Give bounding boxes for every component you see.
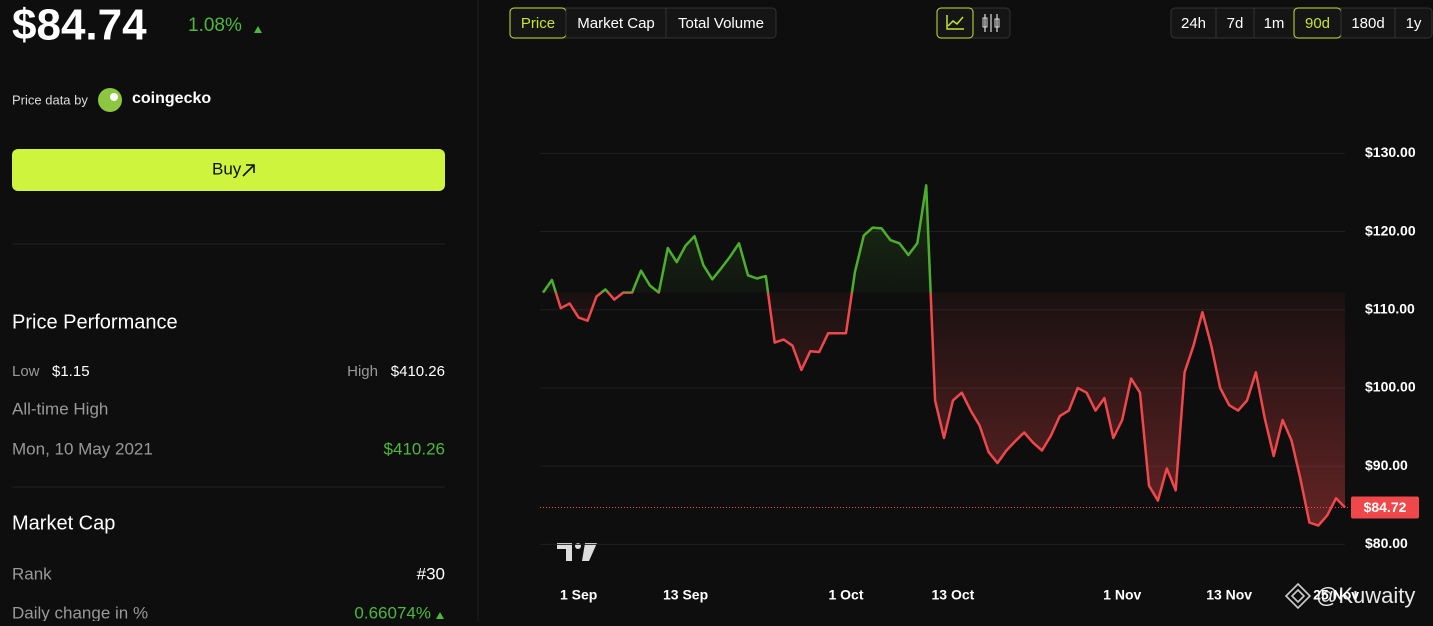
price-line bbox=[541, 184, 1346, 527]
x-tick-label: 13 Oct bbox=[932, 587, 975, 603]
value: #30 bbox=[417, 564, 445, 583]
label: Daily change in % bbox=[12, 603, 148, 621]
buy-icon bbox=[242, 164, 255, 177]
candle-icon[interactable] bbox=[984, 14, 998, 32]
button-label[interactable]: 1y bbox=[1406, 15, 1422, 32]
area bbox=[543, 185, 1345, 526]
buy-label[interactable]: Buy bbox=[212, 159, 242, 178]
y-tick-label: $110.00 bbox=[1365, 300, 1415, 316]
candle-icon bbox=[982, 17, 988, 28]
line-toggle[interactable] bbox=[936, 7, 974, 39]
watermark-logo bbox=[1284, 582, 1312, 610]
button-label[interactable]: 1m bbox=[1264, 15, 1285, 32]
button-label[interactable]: Price bbox=[521, 15, 555, 32]
section-title: Market Cap bbox=[12, 512, 115, 534]
button-label[interactable]: 7d bbox=[1227, 15, 1244, 32]
buy-bg[interactable] bbox=[12, 149, 445, 191]
label: Mon, 10 May 2021 bbox=[12, 439, 153, 458]
y-tick-label: $130.00 bbox=[1365, 144, 1416, 160]
price-change: 1.08% bbox=[188, 15, 242, 36]
value: $410.26 bbox=[384, 439, 445, 458]
up-arrow bbox=[254, 26, 262, 33]
button-label[interactable]: Market Cap bbox=[577, 15, 655, 32]
y-tick-label: $120.00 bbox=[1365, 222, 1416, 238]
value: $1.15 bbox=[52, 363, 90, 380]
label: All-time High bbox=[12, 399, 108, 418]
y-tick-label: $100.00 bbox=[1365, 379, 1416, 395]
label: Low bbox=[12, 363, 40, 380]
candle-icon bbox=[994, 18, 1000, 28]
x-tick-label: 13 Nov bbox=[1206, 587, 1252, 603]
coingecko-eye bbox=[110, 93, 118, 101]
x-tick-label: 1 Oct bbox=[828, 587, 863, 603]
current-price-tag bbox=[1351, 496, 1419, 519]
y-tick-label: $90.00 bbox=[1365, 457, 1408, 473]
current-price-label: $84.72 bbox=[1364, 499, 1407, 515]
x-tick-label: 13 Sep bbox=[663, 587, 708, 603]
x-tick-label: 1 Nov bbox=[1103, 587, 1141, 603]
y-tick-label: $80.00 bbox=[1365, 535, 1408, 551]
attribution: Price data by bbox=[12, 92, 88, 107]
watermark: @Kuwaity bbox=[1316, 583, 1415, 608]
price: $84.74 bbox=[12, 1, 147, 50]
up-arrow bbox=[436, 612, 444, 619]
section-title: Price Performance bbox=[12, 311, 178, 333]
line-icon bbox=[946, 15, 964, 30]
button-label[interactable]: Total Volume bbox=[678, 15, 764, 32]
button-label[interactable]: 180d bbox=[1351, 15, 1384, 32]
button-label[interactable]: 24h bbox=[1181, 15, 1206, 32]
label: Rank bbox=[12, 564, 52, 583]
button-label[interactable]: 90d bbox=[1305, 15, 1330, 32]
x-tick-label: 1 Sep bbox=[560, 587, 597, 603]
x-tick-label: 25 Nov bbox=[1313, 587, 1359, 603]
buy-button[interactable]: Buy bbox=[12, 149, 445, 191]
value: 0.66074% bbox=[354, 603, 431, 621]
brand: coingecko bbox=[132, 90, 211, 107]
coingecko-logo bbox=[98, 88, 122, 112]
tradingview-logo bbox=[557, 543, 597, 561]
value: $410.26 bbox=[391, 363, 445, 380]
label: High bbox=[347, 363, 378, 380]
